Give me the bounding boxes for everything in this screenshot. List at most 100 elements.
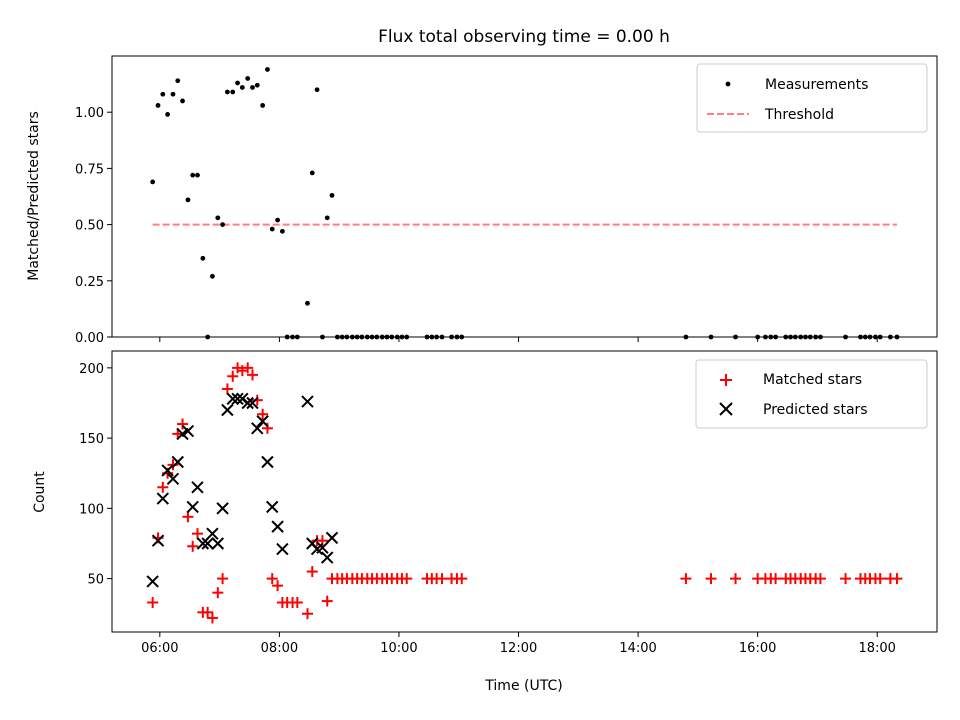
x-tick-label: 14:00	[619, 641, 656, 656]
x-tick-label: 18:00	[858, 641, 895, 656]
top-panel-frame	[111, 55, 938, 338]
measurement-point	[220, 222, 225, 228]
bottom-x-axis: 06:00 08:00 10:00 12:00 14:00 16:00 18:00	[141, 632, 896, 656]
matched-star-point	[257, 408, 269, 420]
y-tick-label: 0.25	[75, 275, 104, 290]
top-legend-box	[696, 63, 928, 133]
matched-star-point	[291, 596, 303, 608]
bottom-y-axis-label: Count	[32, 471, 48, 513]
matched-star-point	[221, 383, 233, 395]
predicted-star-point	[191, 481, 204, 494]
predicted-star-point	[211, 537, 225, 550]
matched-star-point	[456, 573, 468, 585]
top-y-axis: 0.00 0.25 0.50 0.75 1.00	[75, 106, 112, 346]
predicted-star-point	[266, 500, 279, 514]
predicted-star-point	[256, 415, 269, 428]
measurement-point	[329, 192, 335, 198]
measurement-point	[150, 179, 156, 185]
predicted-star-point	[196, 537, 210, 550]
bottom-y-axis: 50 100 150 200	[79, 362, 112, 588]
matched-star-point	[251, 394, 263, 406]
predicted-star-point	[216, 502, 229, 515]
matched-star-point	[177, 418, 189, 430]
count-series	[146, 362, 903, 624]
bottom-legend: Matched stars Predicted stars	[695, 359, 928, 429]
matched-star-point	[227, 370, 239, 382]
legend-measurements-label: Measurements	[765, 77, 868, 93]
matched-star-point	[770, 573, 782, 585]
measurement-point	[245, 76, 251, 81]
y-tick-label: 1.00	[75, 106, 104, 121]
x-tick-label: 08:00	[261, 641, 298, 656]
measurement-point	[210, 273, 215, 279]
y-tick-label: 150	[79, 432, 104, 447]
matched-star-point	[266, 573, 278, 585]
measurement-point	[260, 103, 266, 108]
top-panel: 0.00 0.25 0.50 0.75 1.00 Matched/Predicted s…	[26, 55, 938, 346]
measurement-point	[235, 80, 240, 86]
matched-star-point	[261, 422, 273, 434]
matched-star-point	[242, 362, 254, 374]
matched-star-point	[187, 540, 199, 552]
matched-star-point	[891, 573, 903, 585]
matched-star-point	[321, 595, 333, 607]
predicted-star-point	[221, 403, 234, 417]
measurement-point	[165, 112, 170, 117]
legend-threshold-label: Threshold	[764, 107, 834, 123]
x-tick-label: 06:00	[141, 641, 178, 656]
y-tick-label: 200	[79, 362, 104, 377]
measurement-point	[195, 172, 200, 178]
matched-star-point	[147, 596, 159, 608]
predicted-star-point	[166, 472, 180, 486]
predicted-star-point	[146, 575, 159, 588]
measurement-point	[309, 170, 315, 176]
legend-predicted-marker	[719, 402, 733, 416]
matched-star-point	[167, 459, 179, 471]
predicted-star-point	[206, 527, 219, 540]
predicted-star-point	[226, 392, 239, 405]
predicted-star-point	[156, 492, 170, 505]
matched-star-point	[705, 573, 717, 585]
legend-matched-label: Matched stars	[763, 372, 862, 388]
matched-star-point	[301, 608, 313, 620]
predicted-star-point	[231, 392, 244, 405]
predicted-star-point	[181, 424, 195, 438]
matched-star-point	[730, 573, 742, 585]
legend-measurements-marker	[725, 81, 731, 87]
predicted-star-point	[241, 396, 254, 410]
measurement-point	[175, 78, 181, 84]
measurement-point	[160, 91, 166, 97]
matched-star-point	[217, 573, 229, 585]
matched-star-point	[246, 369, 258, 381]
matched-star-point	[306, 566, 318, 578]
legend-matched-marker	[720, 374, 732, 386]
y-tick-label: 50	[87, 573, 104, 588]
matched-star-point	[840, 573, 852, 585]
top-legend: Measurements Threshold	[696, 63, 928, 133]
predicted-star-point	[276, 542, 289, 556]
predicted-star-point	[321, 551, 334, 564]
predicted-star-point	[325, 531, 339, 545]
y-tick-label: 100	[79, 502, 104, 517]
measurement-point	[185, 197, 191, 203]
top-x-axis	[159, 337, 878, 342]
measurement-point	[275, 217, 280, 223]
measurement-point	[180, 98, 185, 104]
measurement-point	[155, 103, 161, 108]
predicted-star-point	[151, 534, 165, 547]
x-axis-label: Time (UTC)	[484, 678, 562, 694]
measurement-point	[224, 89, 230, 95]
measurement-point	[190, 172, 196, 178]
predicted-star-point	[246, 396, 259, 410]
measurement-point	[230, 89, 236, 95]
matched-star-point	[436, 573, 448, 585]
matched-star-point	[814, 573, 826, 585]
measurement-point	[200, 255, 206, 261]
measurement-point	[215, 215, 221, 221]
y-tick-label: 0.75	[75, 162, 104, 177]
predicted-star-point	[161, 464, 174, 477]
matched-star-point	[157, 481, 169, 493]
predicted-star-point	[301, 395, 314, 408]
predicted-star-point	[261, 455, 274, 469]
